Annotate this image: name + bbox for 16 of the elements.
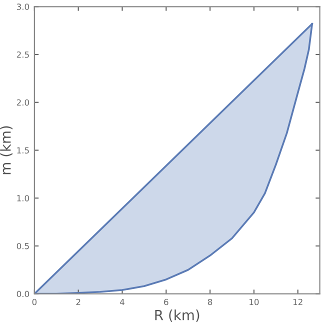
y-tick-label: 2.5	[16, 51, 29, 58]
x-tick-label: 6	[164, 298, 168, 306]
y-tick-label: 2.0	[16, 99, 30, 106]
x-tick-label: 0	[32, 298, 37, 306]
y-tick-label: 3.0	[16, 4, 30, 10]
x-tick-label: 10	[250, 298, 259, 306]
y-tick-label: 0.0	[16, 290, 30, 298]
y-axis-title: m (km)	[0, 126, 12, 174]
y-tick-label: 1.0	[17, 195, 30, 202]
x-tick-label: 8	[208, 298, 212, 306]
x-axis-title: R (km)	[155, 310, 200, 322]
y-tick-label: 1.5	[17, 147, 29, 154]
x-tick-label: 2	[76, 298, 80, 306]
y-tick-label: 0.5	[16, 242, 29, 250]
x-tick-label: 4	[120, 298, 124, 306]
x-tick-label: 12	[293, 298, 302, 306]
